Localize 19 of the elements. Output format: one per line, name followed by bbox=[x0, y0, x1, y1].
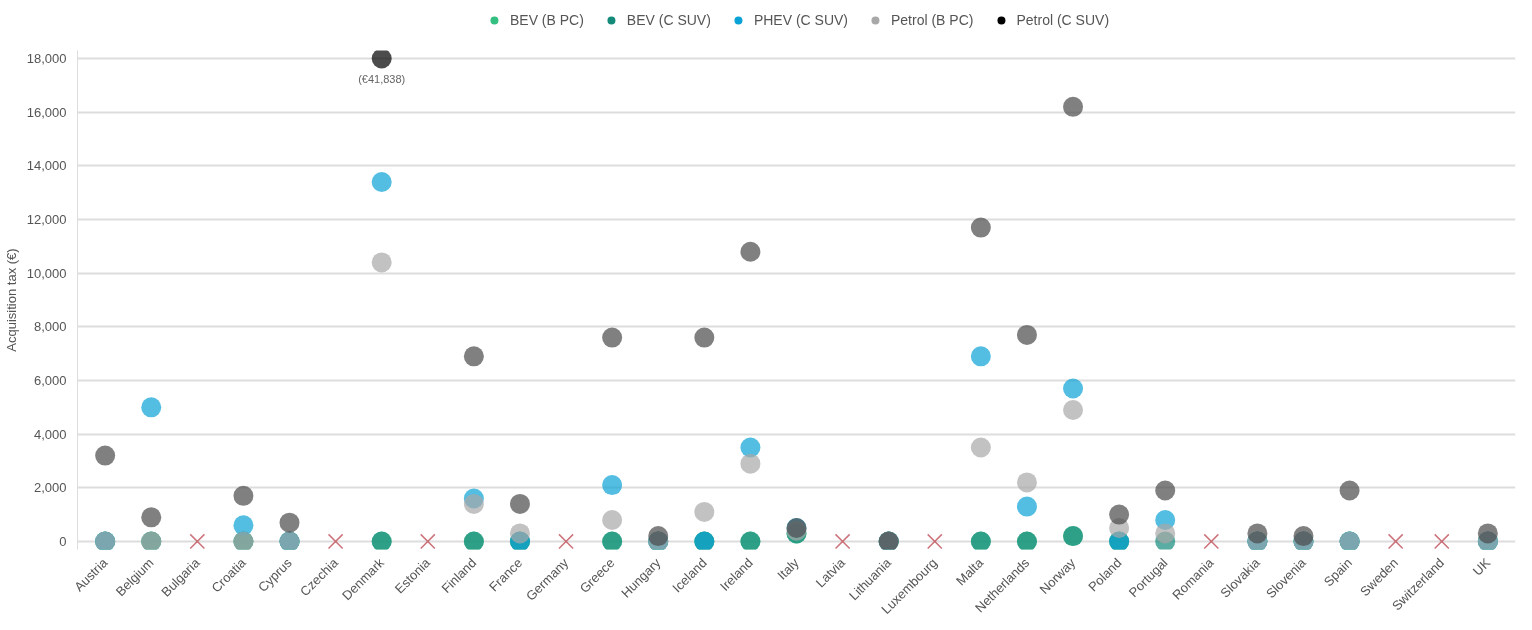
x-tick-label: Italy bbox=[774, 554, 803, 583]
y-tick-label: 4,000 bbox=[33, 426, 67, 442]
legend-label: Petrol (C SUV) bbox=[1016, 12, 1110, 28]
legend-label: Petrol (B PC) bbox=[891, 12, 974, 28]
y-tick-label: 12,000 bbox=[26, 212, 67, 228]
legend-label: BEV (C SUV) bbox=[626, 12, 711, 28]
legend-label: BEV (B PC) bbox=[509, 12, 584, 28]
y-tick-label: 18,000 bbox=[26, 51, 67, 67]
y-tick-label: 16,000 bbox=[26, 104, 67, 120]
y-tick-label: 14,000 bbox=[26, 158, 67, 174]
y-tick-label: 6,000 bbox=[33, 372, 67, 388]
annotation: (€41,838) bbox=[358, 72, 406, 85]
y-tick-label: 8,000 bbox=[33, 319, 67, 335]
legend-label: PHEV (C SUV) bbox=[753, 12, 848, 28]
y-tick-label: 2,000 bbox=[33, 480, 67, 496]
y-tick-label: 0 bbox=[59, 533, 67, 549]
y-axis-title: Acquisition tax (€) bbox=[3, 248, 19, 352]
y-tick-label: 10,000 bbox=[26, 265, 67, 281]
x-tick-label: UK bbox=[1469, 554, 1494, 579]
